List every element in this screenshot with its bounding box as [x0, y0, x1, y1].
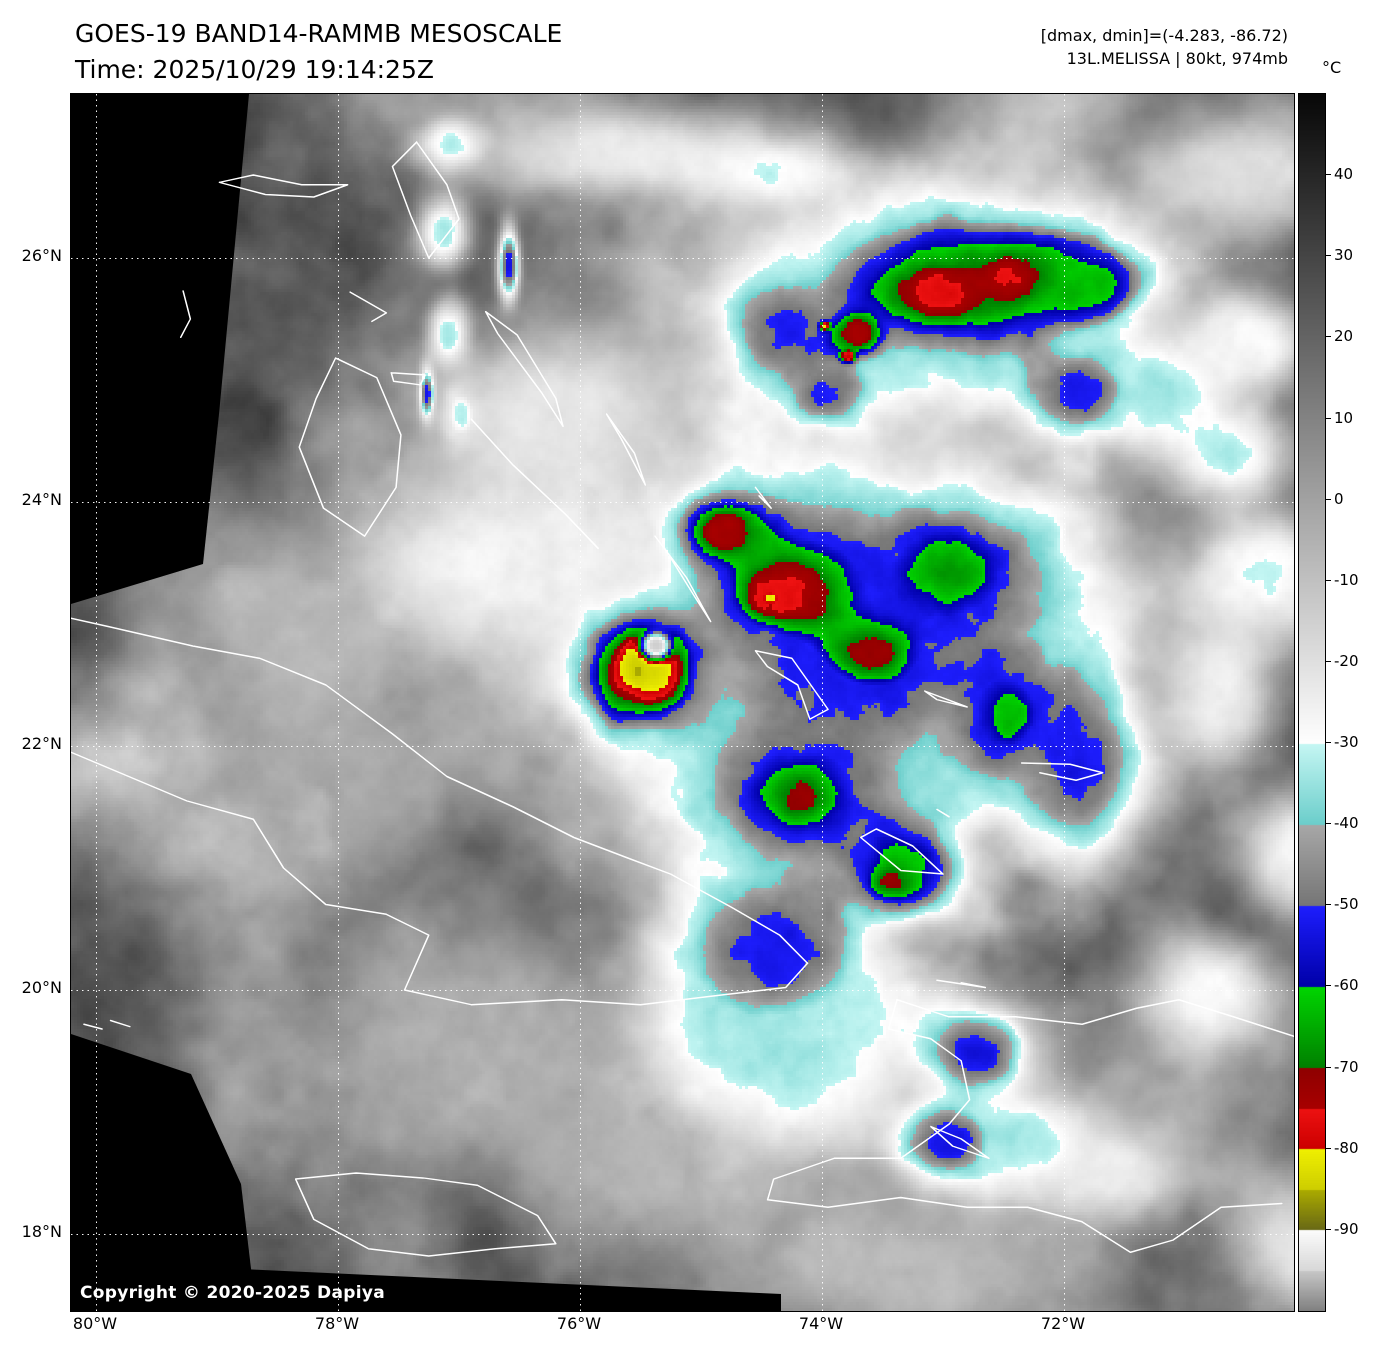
colorbar-tick-label: -30 [1334, 733, 1359, 752]
colorbar-tick-mark [1326, 742, 1331, 744]
colorbar-tick-mark [1326, 579, 1331, 581]
lon-tick-label: 76°W [556, 1314, 602, 1333]
colorbar-unit-label: °C [1322, 58, 1342, 77]
lon-tick-label: 72°W [1040, 1314, 1086, 1333]
lat-tick-label: 26°N [21, 246, 62, 265]
storm-info: 13L.MELISSA | 80kt, 974mb [1066, 49, 1288, 68]
colorbar-tick-label: -40 [1334, 814, 1359, 833]
lon-tick-label: 78°W [314, 1314, 360, 1333]
header-right-block: [dmax, dmin]=(-4.283, -86.72) 13L.MELISS… [1041, 24, 1288, 70]
timestamp: Time: 2025/10/29 19:14:25Z [75, 55, 434, 84]
colorbar-tick-label: 20 [1334, 327, 1354, 346]
map-overlay-canvas [71, 94, 1294, 1311]
colorbar-tick-mark [1326, 1066, 1331, 1068]
colorbar-tick-label: -90 [1334, 1219, 1359, 1238]
colorbar-tick-label: 30 [1334, 246, 1354, 265]
colorbar-tick-label: 40 [1334, 165, 1354, 184]
lon-tick-label: 74°W [798, 1314, 844, 1333]
header-block: GOES-19 BAND14-RAMMB MESOSCALE Time: 202… [75, 16, 562, 88]
lon-tick-label: 80°W [72, 1314, 118, 1333]
colorbar-tick-label: -80 [1334, 1138, 1359, 1157]
colorbar-tick-label: -50 [1334, 895, 1359, 914]
colorbar-tick-mark [1326, 417, 1331, 419]
lat-tick-label: 18°N [21, 1222, 62, 1241]
colorbar-tick-mark [1326, 660, 1331, 662]
colorbar-tick-label: -70 [1334, 1057, 1359, 1076]
colorbar-tick-mark [1326, 1228, 1331, 1230]
colorbar-tick-mark [1326, 985, 1331, 987]
lat-tick-label: 20°N [21, 978, 62, 997]
colorbar-tick-mark [1326, 255, 1331, 257]
colorbar-tick-label: -60 [1334, 976, 1359, 995]
colorbar-tick-label: 0 [1334, 489, 1344, 508]
dmax-dmin-readout: [dmax, dmin]=(-4.283, -86.72) [1040, 26, 1288, 45]
satellite-map: Copyright © 2020-2025 Dapiya [70, 93, 1295, 1312]
page-title: GOES-19 BAND14-RAMMB MESOSCALE [75, 19, 563, 48]
colorbar [1298, 93, 1326, 1312]
colorbar-tick-mark [1326, 823, 1331, 825]
colorbar-tick-mark [1326, 336, 1331, 338]
colorbar-tick-mark [1326, 1147, 1331, 1149]
lat-tick-label: 22°N [21, 734, 62, 753]
colorbar-tick-mark [1326, 904, 1331, 906]
colorbar-tick-mark [1326, 174, 1331, 176]
lat-tick-label: 24°N [21, 490, 62, 509]
colorbar-tick-label: -20 [1334, 651, 1359, 670]
colorbar-tick-label: 10 [1334, 408, 1354, 427]
colorbar-tick-mark [1326, 498, 1331, 500]
copyright-label: Copyright © 2020-2025 Dapiya [80, 1283, 385, 1303]
colorbar-tick-label: -10 [1334, 570, 1359, 589]
